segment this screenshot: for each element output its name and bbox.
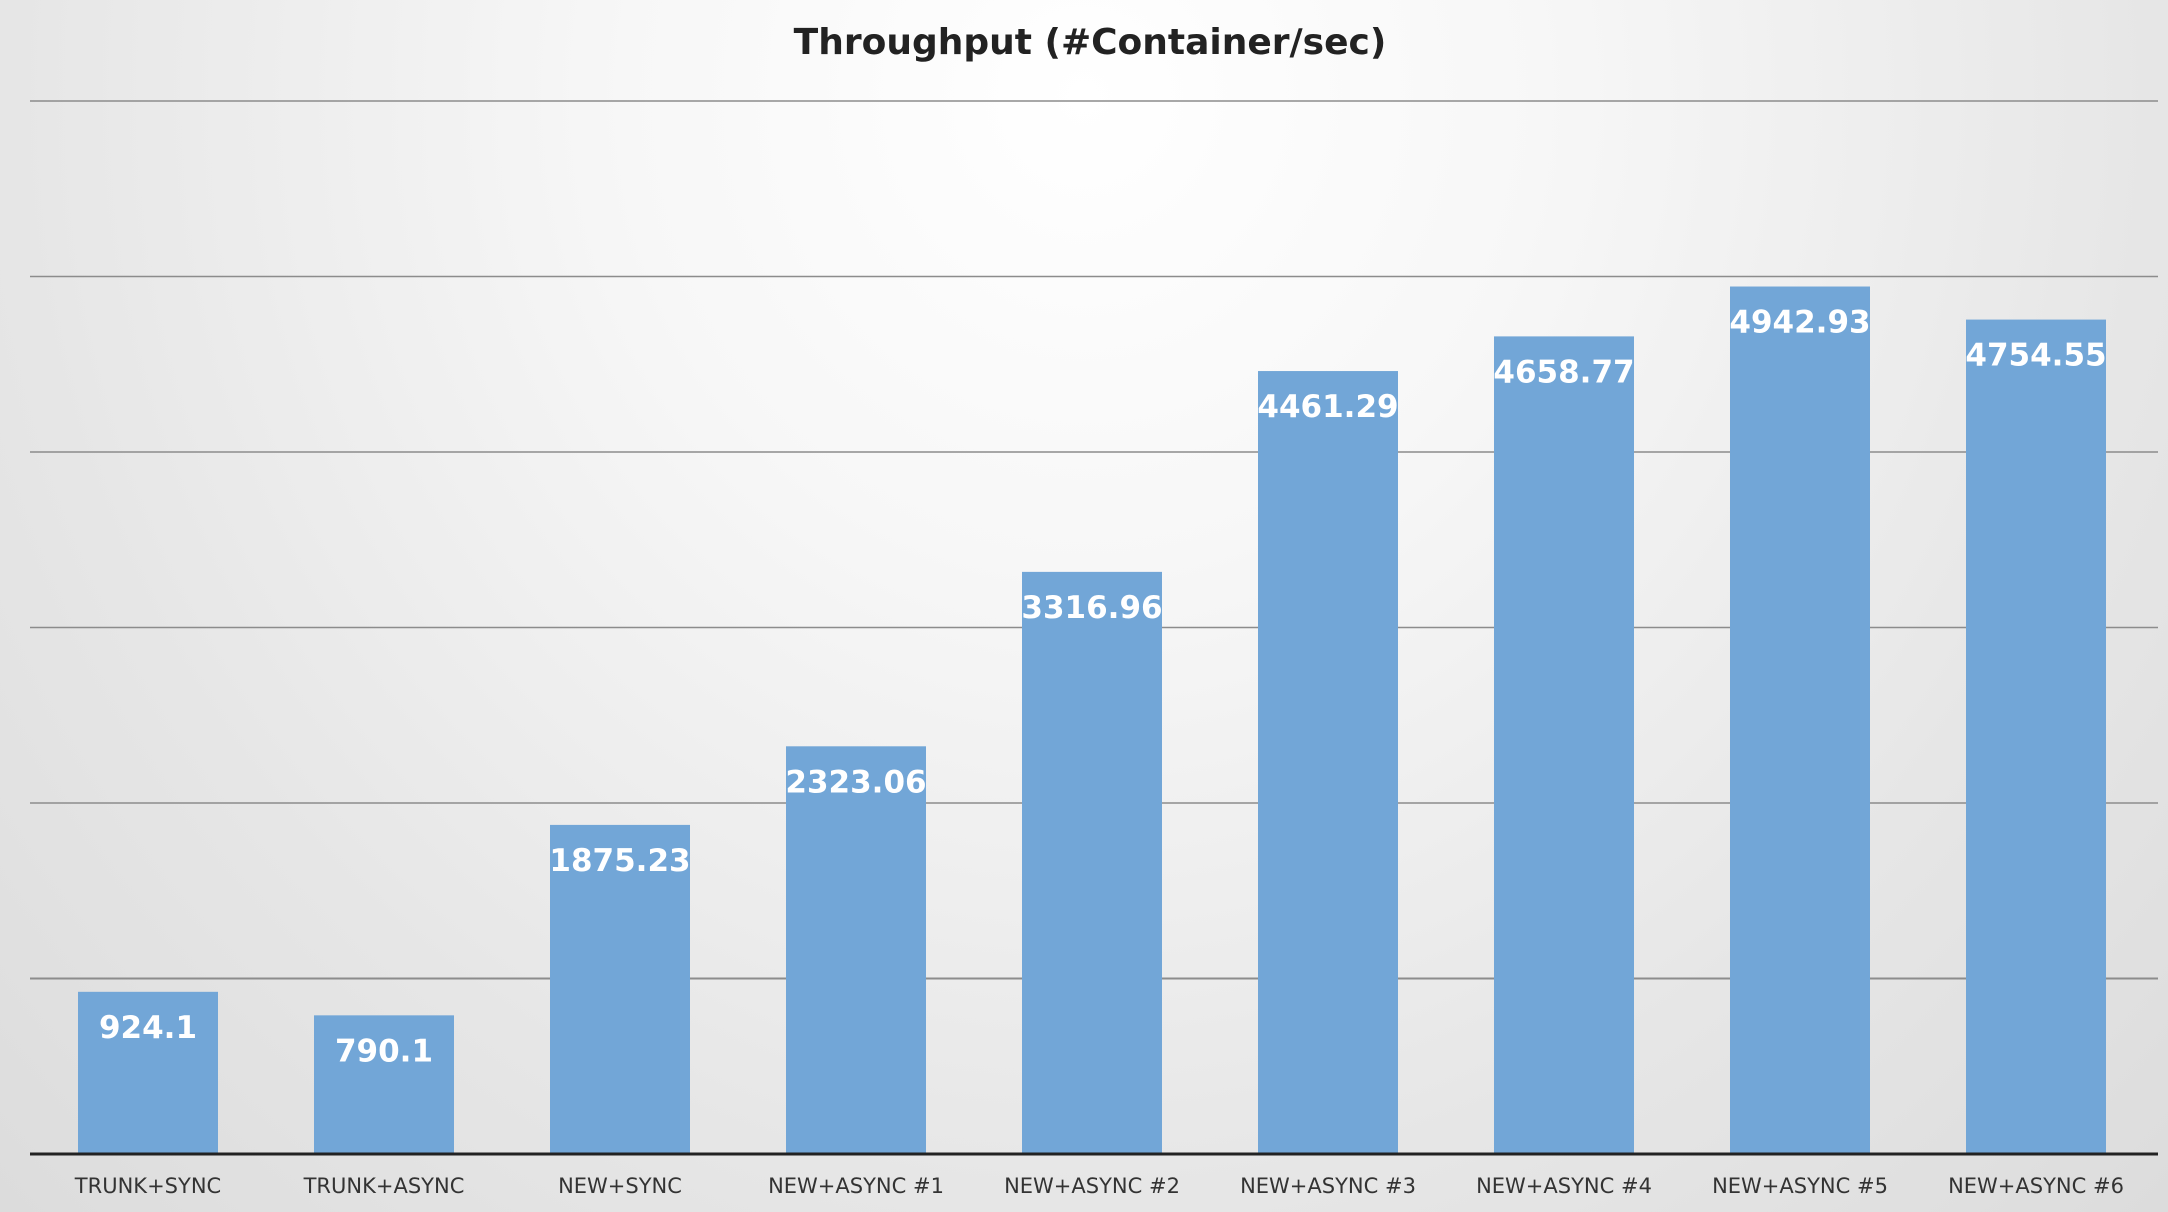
bar-2: [314, 1015, 454, 1154]
bar-9: [1966, 319, 2106, 1154]
data-labels: 924.1 790.1 1875.23 2323.06 3316.96 4461.29 46…: [99, 305, 2107, 1070]
bar-8: [1730, 286, 1870, 1155]
x-tick-label-8: NEW+ASYNC #5: [1712, 1174, 1888, 1198]
bar-1: [78, 991, 218, 1154]
x-tick-label-4: NEW+ASYNC #1: [768, 1174, 944, 1198]
x-tick-label-7: NEW+ASYNC #4: [1476, 1174, 1652, 1198]
bar-7: [1494, 336, 1634, 1154]
data-label-9: 4754.55: [1965, 338, 2106, 374]
data-label-6: 4461.29: [1257, 389, 1398, 425]
x-tick-labels: TRUNK+SYNC TRUNK+ASYNC NEW+SYNC NEW+ASYNC #…: [74, 1174, 2124, 1198]
data-label-7: 4658.77: [1493, 354, 1634, 390]
data-label-3: 1875.23: [549, 843, 690, 879]
data-label-8: 4942.93: [1729, 305, 1870, 341]
bar-6: [1258, 371, 1398, 1155]
data-label-4: 2323.06: [785, 764, 926, 800]
data-label-2: 790.1: [335, 1033, 433, 1069]
x-tick-label-5: NEW+ASYNC #2: [1004, 1174, 1180, 1198]
data-label-5: 3316.96: [1021, 590, 1162, 626]
x-tick-label-9: NEW+ASYNC #6: [1948, 1174, 2124, 1198]
bar-3: [550, 824, 690, 1154]
x-tick-label-1: TRUNK+SYNC: [74, 1174, 221, 1198]
data-label-1: 924.1: [99, 1010, 197, 1046]
x-tick-label-2: TRUNK+ASYNC: [303, 1174, 465, 1198]
x-tick-label-6: NEW+ASYNC #3: [1240, 1174, 1416, 1198]
bar-5: [1022, 571, 1162, 1154]
bars: [78, 286, 2106, 1155]
x-tick-label-3: NEW+SYNC: [558, 1174, 682, 1198]
chart-title: Throughput (#Container/sec): [794, 22, 1387, 63]
bar-4: [786, 746, 926, 1154]
